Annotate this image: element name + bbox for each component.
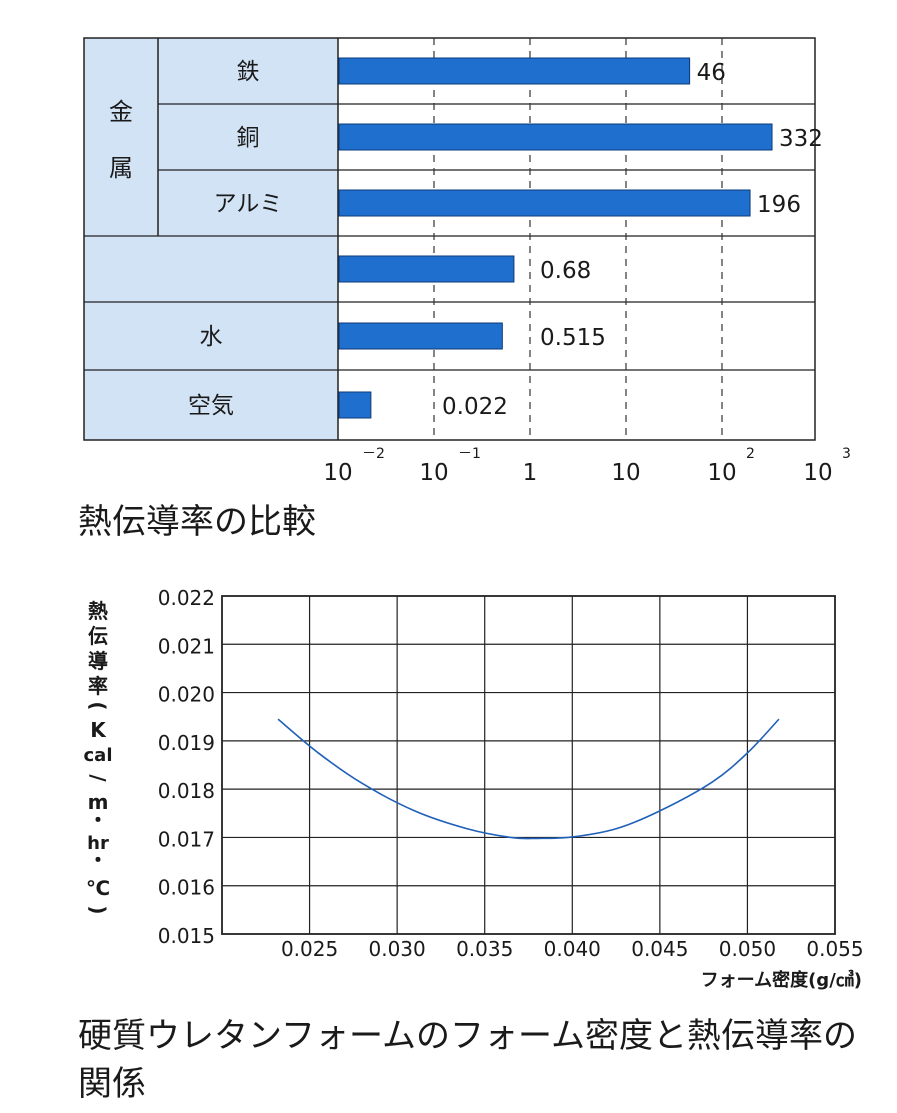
- y-tick-label: 0.022: [158, 586, 215, 610]
- y-axis-label-char: K: [90, 718, 107, 742]
- category-label: 銅: [237, 125, 260, 151]
- bar: [338, 57, 691, 85]
- x-tick-label: 0.030: [369, 937, 426, 961]
- x-axis-label: フォーム密度(g/㎤): [701, 969, 862, 991]
- x-tick-label: 0.050: [719, 937, 776, 961]
- y-axis-label-char: ): [86, 905, 110, 914]
- x-tick-label: 0.055: [806, 937, 863, 961]
- plot-frame: [221, 595, 836, 935]
- bar: [338, 123, 773, 151]
- y-axis-label-char: /: [86, 774, 110, 782]
- y-tick-label: 0.017: [158, 827, 215, 851]
- axis-tick-label: 10: [611, 460, 640, 486]
- category-label: 鉄: [237, 59, 260, 85]
- y-axis-label-char: 熱: [88, 599, 108, 623]
- category-label: 空気: [188, 393, 234, 419]
- y-tick-label: 0.019: [158, 731, 215, 755]
- bar: [338, 255, 515, 283]
- foam-density-line-chart: 0.022 0.021 0.020 0.019 0.018 0.017 0.016 0.015…: [84, 586, 864, 991]
- thermal-conductivity-bar-chart: 金属 鉄 46 銅 332 アルミ 196 0.68 水 0.515 空気 0.022 10 －2 10 －1…: [83, 37, 851, 486]
- y-tick-label: 0.021: [158, 634, 215, 658]
- value-label: 0.515: [540, 325, 606, 351]
- y-axis-label-char: 導: [88, 649, 108, 673]
- value-label: 196: [757, 192, 801, 218]
- x-tick-label: 0.040: [544, 937, 601, 961]
- y-axis-label-char: cal: [84, 745, 113, 766]
- value-label: 0.022: [442, 394, 508, 420]
- axis-tick-exponent: 2: [746, 446, 755, 462]
- value-label: 46: [697, 60, 726, 86]
- y-axis-label-char: ・: [88, 848, 108, 872]
- group-label-char: 属: [109, 154, 133, 182]
- y-axis-label-char: hr: [87, 833, 109, 854]
- bar: [338, 391, 372, 419]
- y-tick-label: 0.015: [158, 924, 215, 948]
- y-axis-label-char: ・: [88, 808, 108, 832]
- x-tick-label: 0.025: [281, 937, 338, 961]
- axis-tick-label: 10: [803, 460, 832, 486]
- axis-tick-exponent: －2: [362, 446, 385, 462]
- axis-tick-exponent: －1: [458, 446, 481, 462]
- y-tick-label: 0.020: [158, 683, 215, 707]
- y-axis-label-char: m: [88, 790, 109, 814]
- value-label: 0.68: [540, 258, 591, 284]
- category-label: 水: [200, 324, 223, 350]
- y-tick-label: 0.018: [158, 779, 215, 803]
- y-axis-label-char: (: [86, 701, 110, 710]
- y-axis-label-char: ℃: [86, 876, 110, 900]
- category-label: アルミ: [214, 191, 283, 217]
- line-chart-caption: 硬質ウレタンフォームのフォーム密度と熱伝導率の関係: [78, 1016, 857, 1104]
- bar: [338, 322, 503, 350]
- table-frame: [83, 37, 816, 441]
- x-tick-label: 0.035: [456, 937, 513, 961]
- axis-tick-label: 10: [323, 460, 352, 486]
- group-label-char: 金: [109, 98, 133, 126]
- y-axis-label-char: 率: [88, 674, 108, 698]
- x-tick-label: 0.045: [631, 937, 688, 961]
- y-tick-label: 0.016: [158, 876, 215, 900]
- axis-tick-label: 10: [707, 460, 736, 486]
- axis-tick-exponent: 3: [842, 446, 851, 462]
- bar: [338, 189, 751, 217]
- value-label: 332: [779, 126, 823, 152]
- axis-tick-label: 10: [419, 460, 448, 486]
- y-axis-label-char: 伝: [88, 624, 108, 648]
- axis-tick-label: 1: [523, 460, 538, 486]
- bar-chart-caption: 熱伝導率の比較: [78, 502, 316, 542]
- density-conductivity-curve: [277, 718, 780, 840]
- label-column-background: [84, 38, 338, 440]
